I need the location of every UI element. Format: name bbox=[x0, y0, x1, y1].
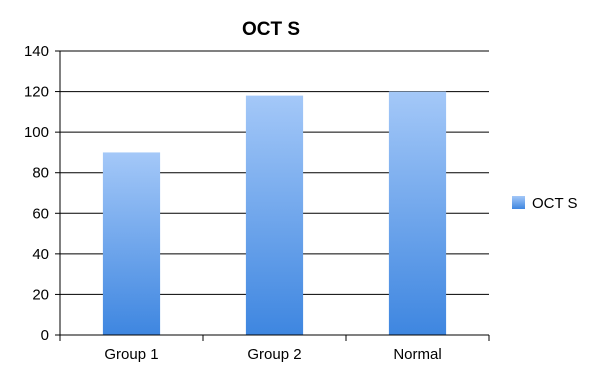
y-tick-label: 140 bbox=[24, 43, 49, 60]
y-tick-label: 0 bbox=[41, 327, 49, 344]
y-tick-label: 120 bbox=[24, 84, 49, 101]
legend-label: OCT S bbox=[532, 195, 578, 212]
bar-normal bbox=[388, 91, 447, 335]
axes: 0 20 40 60 80 100 120 140 Group 1 Group 2 Normal bbox=[24, 43, 490, 363]
bars bbox=[102, 91, 447, 335]
x-tick-label: Normal bbox=[393, 346, 441, 363]
bar-group-2 bbox=[245, 95, 304, 335]
bar-group-1 bbox=[102, 152, 161, 335]
legend: OCT S bbox=[512, 195, 578, 212]
y-tick-label: 100 bbox=[24, 124, 49, 141]
y-tick-label: 20 bbox=[32, 286, 49, 303]
y-tick-label: 40 bbox=[32, 246, 49, 263]
y-tick-label: 80 bbox=[32, 165, 49, 182]
chart-title: OCT S bbox=[242, 19, 300, 40]
x-tick-label: Group 1 bbox=[104, 346, 158, 363]
x-tick-label: Group 2 bbox=[247, 346, 301, 363]
legend-swatch bbox=[512, 196, 525, 209]
y-tick-label: 60 bbox=[32, 205, 49, 222]
